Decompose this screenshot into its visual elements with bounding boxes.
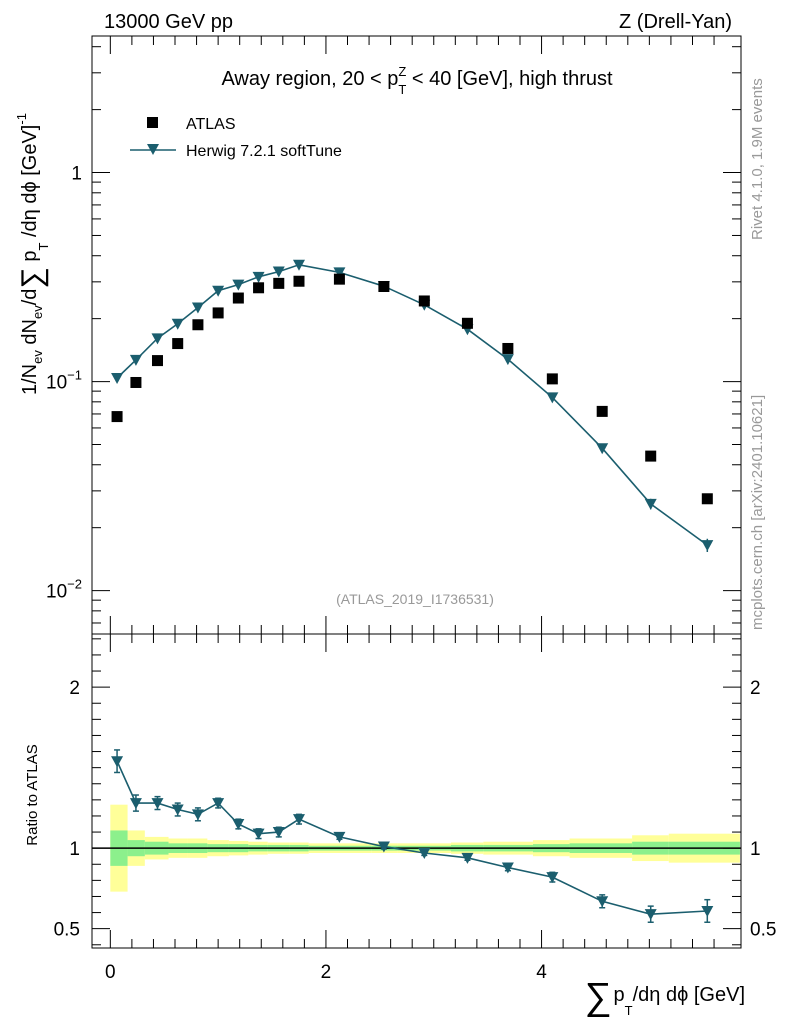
- x-tick-label: 4: [536, 962, 547, 983]
- atlas-point: [253, 282, 265, 294]
- ratio-panel: 0.5 0.5 1 1 2 2 0 2 4 Ratio to ATLAS ∑ pT/dη dϕ […: [24, 633, 777, 1018]
- atlas-point: [232, 292, 244, 304]
- atlas-point: [192, 319, 204, 331]
- energy-label: 13000 GeV pp: [104, 11, 233, 33]
- ratio-point: [333, 831, 346, 843]
- main-y-tick-labels: 10−2 10−1 1: [46, 164, 82, 603]
- mc-point: [252, 271, 265, 283]
- atlas-point: [333, 273, 345, 285]
- mc-point: [191, 302, 204, 314]
- ratio-point: [418, 847, 431, 859]
- mc-point: [546, 392, 559, 404]
- ratio-point: [252, 828, 265, 840]
- main-y-tick-label: 1: [71, 164, 82, 185]
- ratio-point: [171, 804, 184, 816]
- ratio-y-tick-label: 2: [69, 678, 80, 699]
- x-axis-label: ∑ pT/dη dϕ [GeV]: [584, 976, 745, 1018]
- mc-line: [116, 263, 708, 546]
- main-y-ticks: [92, 46, 741, 624]
- ratio-y-ticks: [92, 638, 741, 946]
- ratio-point: [546, 872, 559, 884]
- ratio-data-layer: [111, 749, 714, 923]
- ratio-point: [377, 841, 390, 853]
- ratio-y-tick-label-right: 1: [750, 839, 761, 860]
- main-y-tick-label: 10−2: [46, 577, 82, 603]
- ratio-y-tick-label-right: 2: [750, 678, 761, 699]
- legend-mc-marker: [147, 144, 159, 155]
- mc-point: [111, 373, 124, 385]
- atlas-point: [293, 275, 305, 287]
- ratio-point: [292, 814, 305, 826]
- plot-title: Away region, 20 < pZ T < 40 [GeV], high t…: [221, 64, 613, 97]
- mc-point: [501, 354, 514, 366]
- ratio-point: [191, 809, 204, 821]
- mc-point: [272, 266, 285, 278]
- atlas-point: [273, 277, 285, 289]
- atlas-point: [212, 307, 224, 319]
- x-tick-label: 0: [105, 962, 116, 983]
- main-data-layer: [111, 259, 714, 552]
- ratio-x-ticks: [109, 634, 715, 948]
- ratio-point: [644, 909, 657, 921]
- ratio-point: [232, 819, 245, 831]
- atlas-point: [645, 450, 657, 462]
- x-tick-label: 2: [321, 962, 332, 983]
- atlas-point: [130, 376, 142, 388]
- mcplots-label: mcplots.cern.ch [arXiv:2401.10621]: [749, 395, 766, 630]
- legend: ATLAS Herwig 7.2.1 softTune: [130, 116, 342, 160]
- ratio-point: [701, 905, 714, 917]
- ratio-y-tick-label-right: 0.5: [750, 920, 776, 941]
- mc-point: [232, 279, 245, 291]
- ratio-point: [272, 827, 285, 839]
- ratio-tick-labels: 0.5 0.5 1 1 2 2 0 2 4: [54, 678, 777, 983]
- atlas-point: [111, 411, 123, 423]
- ratio-y-axis-label: Ratio to ATLAS: [24, 744, 41, 845]
- ratio-point: [212, 798, 225, 810]
- mc-point: [596, 443, 609, 455]
- ratio-point: [129, 798, 142, 810]
- ratio-y-tick-label: 1: [69, 839, 80, 860]
- atlas-point: [172, 338, 184, 350]
- process-label: Z (Drell-Yan): [619, 11, 732, 33]
- mc-point: [212, 285, 225, 297]
- legend-atlas-label: ATLAS: [186, 116, 236, 133]
- atlas-point: [151, 355, 163, 367]
- ratio-point: [461, 852, 474, 864]
- atlas-point: [461, 317, 473, 329]
- atlas-point: [546, 373, 558, 385]
- mc-point: [129, 354, 142, 366]
- mc-point: [333, 267, 346, 279]
- main-y-axis-label: 1/Nev dNev/d∑ pT /dη dϕ [GeV]-1: [14, 113, 51, 395]
- ratio-y-tick-label: 0.5: [54, 920, 80, 941]
- mc-point: [701, 540, 714, 552]
- atlas-point: [378, 280, 390, 292]
- ratio-point: [111, 756, 124, 768]
- mc-point: [151, 333, 164, 345]
- atlas-point: [701, 493, 713, 505]
- main-panel: 10−2 10−1 1 Away region, 20 < pZ T < 40 [Ge…: [14, 35, 742, 635]
- ratio-frame: [91, 633, 742, 949]
- atlas-point: [502, 342, 514, 354]
- main-x-ticks: [109, 36, 715, 634]
- analysis-watermark: (ATLAS_2019_I1736531): [336, 591, 494, 607]
- rivet-label: Rivet 4.1.0, 1.9M events: [749, 78, 766, 240]
- mc-point: [292, 259, 305, 271]
- legend-atlas-marker: [147, 117, 158, 128]
- ratio-point: [151, 798, 164, 810]
- atlas-point: [596, 405, 608, 417]
- atlas-point: [418, 295, 430, 307]
- ratio-point: [501, 862, 514, 874]
- mc-point: [171, 318, 184, 330]
- ratio-line: [116, 760, 708, 916]
- ratio-point: [596, 896, 609, 908]
- legend-mc-label: Herwig 7.2.1 softTune: [186, 143, 342, 160]
- main-y-tick-label: 10−1: [46, 368, 82, 394]
- mc-point: [644, 498, 657, 510]
